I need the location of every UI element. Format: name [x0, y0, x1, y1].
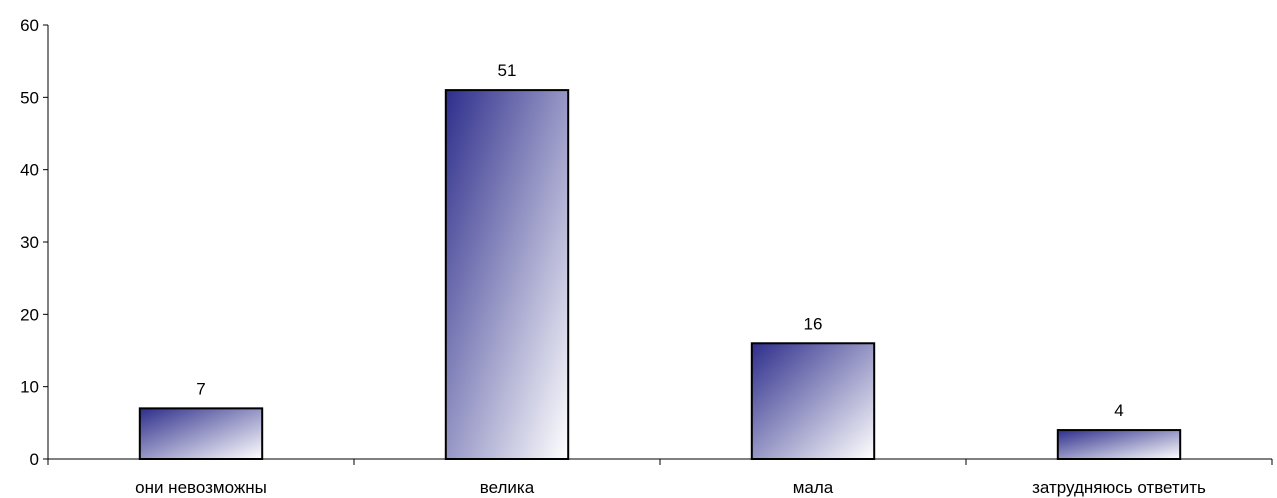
bars — [138, 89, 1182, 461]
category-label: они невозможны — [135, 478, 267, 497]
category-label: велика — [480, 478, 535, 497]
y-tick-label: 0 — [30, 450, 39, 469]
y-tick-label: 40 — [20, 161, 39, 180]
bar-2 — [444, 89, 570, 460]
y-axis: 0 10 20 30 40 50 60 — [20, 16, 49, 469]
y-tick-label: 10 — [20, 378, 39, 397]
y-tick-label: 20 — [20, 305, 39, 324]
category-label: мала — [793, 478, 834, 497]
data-label: 16 — [804, 314, 823, 333]
data-labels: 7 51 16 4 — [196, 61, 1123, 420]
y-tick-label: 30 — [20, 233, 39, 252]
bar-3 — [750, 342, 876, 460]
y-tick-label: 50 — [20, 88, 39, 107]
y-tick-label: 60 — [20, 16, 39, 35]
x-axis: они невозможны велика мала затрудняюсь отве… — [47, 458, 1273, 497]
data-label: 7 — [196, 379, 205, 398]
data-label: 4 — [1114, 401, 1123, 420]
bar-4 — [1056, 429, 1182, 461]
category-label: затрудняюсь ответить — [1032, 478, 1206, 497]
data-label: 51 — [498, 61, 517, 80]
bar-1 — [138, 407, 264, 461]
